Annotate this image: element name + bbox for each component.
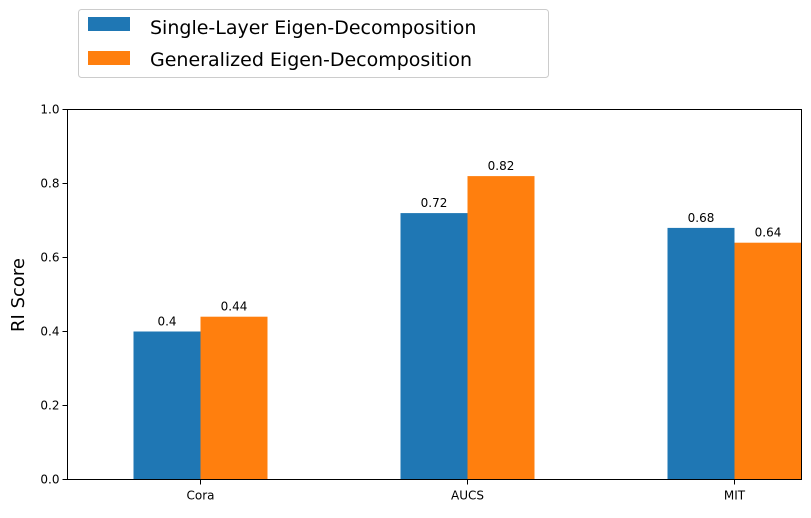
y-tick-label: 1.0 — [40, 103, 59, 117]
bar-aucs-series-1 — [400, 213, 468, 480]
legend-swatch-generalized — [88, 51, 130, 65]
bar-value-label: 0.44 — [221, 300, 248, 314]
y-axis: 0.0 0.2 0.4 0.6 0.8 1.0 — [40, 103, 68, 487]
bar-value-label: 0.64 — [755, 226, 782, 240]
bars-layer — [133, 176, 802, 480]
y-tick-label: 0.6 — [40, 251, 59, 265]
x-tick-label: AUCS — [451, 489, 484, 503]
bar-value-label: 0.68 — [688, 211, 715, 225]
bar-value-label: 0.82 — [488, 159, 515, 173]
legend: Single-Layer Eigen-Decomposition General… — [78, 9, 549, 78]
y-tick-label: 0.2 — [40, 399, 59, 413]
legend-label-single-layer: Single-Layer Eigen-Decomposition — [150, 17, 476, 39]
legend-frame — [78, 9, 549, 78]
legend-swatch-single-layer — [88, 17, 130, 31]
plot-frame — [67, 109, 802, 480]
x-tick-label: Cora — [186, 489, 214, 503]
x-tick-label: MIT — [724, 489, 746, 503]
y-tick-label: 0.0 — [40, 473, 59, 487]
bar-cora-series-1 — [133, 331, 201, 480]
bar-value-label: 0.4 — [157, 315, 176, 329]
bar-mit-series-1 — [667, 227, 735, 480]
bar-cora-series-2 — [200, 316, 268, 480]
legend-label-generalized: Generalized Eigen-Decomposition — [150, 49, 472, 71]
y-tick-label: 0.4 — [40, 325, 59, 339]
bar-labels-layer: 0.4 0.72 0.68 0.44 0.82 0.64 — [157, 159, 781, 328]
bar-aucs-series-2 — [467, 176, 535, 480]
y-tick-label: 0.8 — [40, 177, 59, 191]
x-axis: Cora AUCS MIT — [186, 479, 746, 503]
y-axis-title: RI Score — [8, 258, 29, 332]
bar-mit-series-2 — [734, 242, 802, 480]
bar-value-label: 0.72 — [421, 196, 448, 210]
